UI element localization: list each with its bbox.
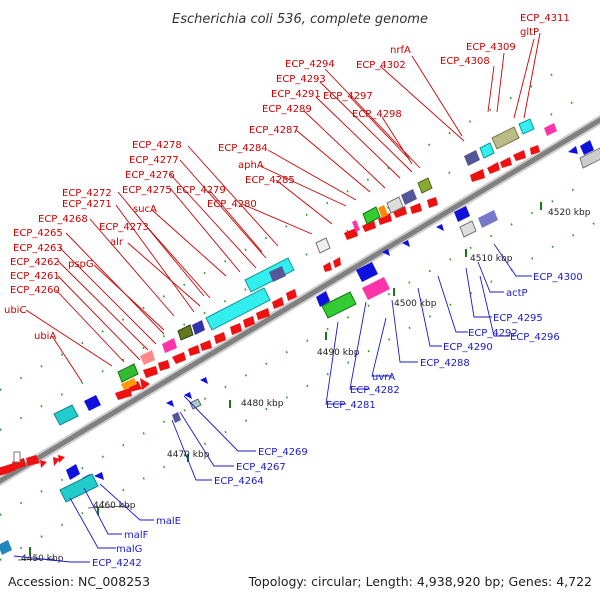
kbp-label-group: 4450 kbp 4460 kbp 4470 kbp 4480 kbp 4490… <box>18 208 591 564</box>
bottom-labels: ECP_4300 actP ECP_4295 ECP_4296 ECP_4292… <box>92 272 583 569</box>
gene-label: ECP_4269 <box>258 447 308 458</box>
gene-label: ECP_4264 <box>214 476 264 487</box>
gene-label: ECP_4260 <box>10 285 60 296</box>
gene-label: ECP_4289 <box>262 104 312 115</box>
kbp-label: 4520 kbp <box>548 208 591 218</box>
gene-label: ECP_4276 <box>125 170 175 181</box>
gene-label: ECP_4277 <box>129 155 179 166</box>
gene-label: ECP_4271 <box>62 199 112 210</box>
gene-label: pspG <box>68 259 94 270</box>
topology-text: Topology: circular; Length: 4,938,920 bp… <box>248 574 592 589</box>
gene-label: ECP_4295 <box>493 313 543 324</box>
gene-label: ECP_4268 <box>38 214 88 225</box>
gene-label: ECP_4242 <box>92 558 142 569</box>
gene-label: ubiC <box>4 305 26 316</box>
gene-label: aphA <box>238 160 264 171</box>
gene-label: ECP_4261 <box>10 271 60 282</box>
gene-label: malG <box>116 544 142 555</box>
gene-label: nrfA <box>390 45 411 56</box>
accession-text: Accession: NC_008253 <box>8 574 150 589</box>
kbp-label: 4500 kbp <box>394 299 437 309</box>
kbp-label: 4480 kbp <box>241 399 284 409</box>
gene-label: ECP_4291 <box>271 89 321 100</box>
gene-label: ECP_4262 <box>10 257 60 268</box>
gene-label: malE <box>156 516 181 527</box>
kbp-label: 4470 kbp <box>167 450 210 460</box>
gene-label: ECP_4282 <box>350 385 400 396</box>
gene-label: ECP_4275 <box>122 185 172 196</box>
gene-label: ECP_4309 <box>466 42 516 53</box>
gene-label: ECP_4311 <box>520 13 570 24</box>
gene-label: ECP_4292 <box>468 328 518 339</box>
gene-label: alr <box>110 237 124 248</box>
gene-label: ECP_4278 <box>132 140 182 151</box>
gene-label: ECP_4265 <box>13 228 63 239</box>
gene-label: malF <box>124 530 149 541</box>
kbp-label: 4460 kbp <box>93 501 136 511</box>
gene-label: ECP_4294 <box>285 59 335 70</box>
gene-label: ECP_4287 <box>249 125 299 136</box>
genome-map: Escherichia coli 536, complete genome 44… <box>0 0 600 600</box>
gene-label: ECP_4290 <box>443 342 493 353</box>
gene-label: ECP_4280 <box>207 199 257 210</box>
gene-label: ECP_4285 <box>245 175 295 186</box>
gene-label: ECP_4298 <box>352 109 402 120</box>
gene-label: ECP_4288 <box>420 358 470 369</box>
gene-label: gltP <box>520 27 539 38</box>
gene-label: actP <box>506 288 528 299</box>
gene-label: ECP_4267 <box>236 462 286 473</box>
gene-label: ECP_4273 <box>99 222 149 233</box>
gene-label: ECP_4302 <box>356 60 406 71</box>
gene-label: ECP_4297 <box>323 91 373 102</box>
kbp-label: 4490 kbp <box>317 348 360 358</box>
gene-label: ECP_4279 <box>176 185 226 196</box>
gene-label: ubiA <box>34 331 56 342</box>
genome-backbone <box>0 114 600 487</box>
gene-label: ECP_4281 <box>326 400 376 411</box>
gene-label: ECP_4284 <box>218 143 268 154</box>
gene-label: uvrA <box>372 372 395 383</box>
gene-label: ECP_4300 <box>533 272 583 283</box>
gene-label: ECP_4308 <box>440 56 490 67</box>
gene-label: ECP_4293 <box>276 74 326 85</box>
gene-label: sucA <box>133 204 157 215</box>
map-title: Escherichia coli 536, complete genome <box>172 12 428 27</box>
gene-label: ECP_4272 <box>62 188 112 199</box>
gene-label: ECP_4263 <box>13 243 63 254</box>
